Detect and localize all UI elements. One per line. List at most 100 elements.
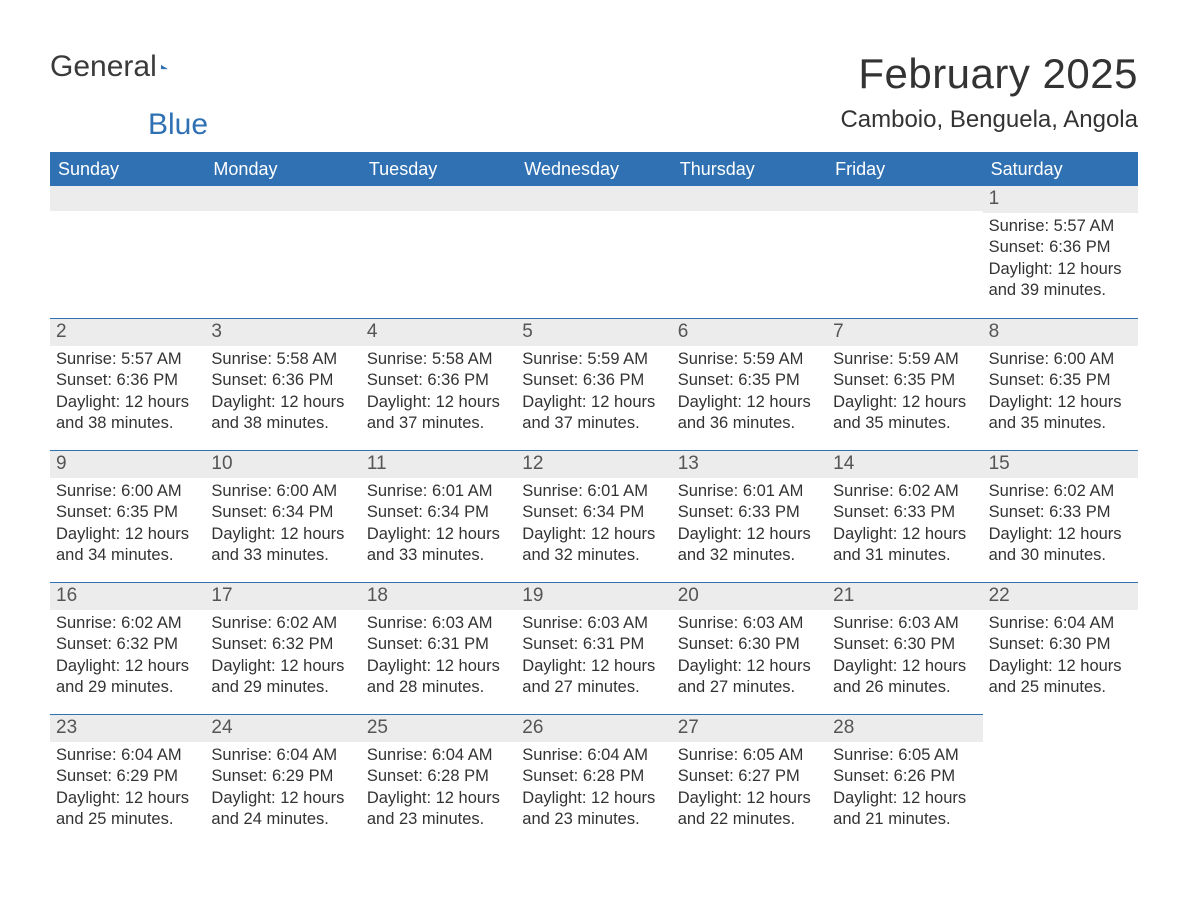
sunset-text: Sunset: 6:33 PM xyxy=(827,502,982,523)
empty-daynum-bar xyxy=(672,186,827,211)
sunrise-text: Sunrise: 5:58 AM xyxy=(205,349,360,370)
sunrise-text: Sunrise: 6:04 AM xyxy=(516,745,671,766)
daylight1-text: Daylight: 12 hours xyxy=(205,392,360,413)
day-number: 8 xyxy=(983,318,1138,346)
daylight2-text: and 29 minutes. xyxy=(205,677,360,698)
empty-daynum-bar xyxy=(827,186,982,211)
daylight1-text: Daylight: 12 hours xyxy=(672,788,827,809)
daylight2-text: and 39 minutes. xyxy=(983,280,1138,301)
sun-info-block: Sunrise: 6:03 AMSunset: 6:31 PMDaylight:… xyxy=(361,610,516,699)
sun-info-block: Sunrise: 6:05 AMSunset: 6:26 PMDaylight:… xyxy=(827,742,982,831)
sun-info-block: Sunrise: 6:00 AMSunset: 6:34 PMDaylight:… xyxy=(205,478,360,567)
sunset-text: Sunset: 6:31 PM xyxy=(361,634,516,655)
day-header: Monday xyxy=(205,153,360,186)
sunrise-text: Sunrise: 6:05 AM xyxy=(827,745,982,766)
sun-info-block: Sunrise: 5:57 AMSunset: 6:36 PMDaylight:… xyxy=(50,346,205,435)
calendar-cell xyxy=(672,186,827,318)
sunset-text: Sunset: 6:36 PM xyxy=(50,370,205,391)
daylight1-text: Daylight: 12 hours xyxy=(516,524,671,545)
sunrise-text: Sunrise: 6:02 AM xyxy=(205,613,360,634)
page-header: General February 2025 Camboio, Benguela,… xyxy=(50,50,1138,134)
sunrise-text: Sunrise: 5:57 AM xyxy=(983,216,1138,237)
sun-info-block: Sunrise: 5:58 AMSunset: 6:36 PMDaylight:… xyxy=(205,346,360,435)
sunset-text: Sunset: 6:28 PM xyxy=(361,766,516,787)
sunrise-text: Sunrise: 6:04 AM xyxy=(205,745,360,766)
calendar-cell xyxy=(827,186,982,318)
calendar-cell xyxy=(361,186,516,318)
sunrise-text: Sunrise: 6:02 AM xyxy=(50,613,205,634)
sunset-text: Sunset: 6:34 PM xyxy=(361,502,516,523)
calendar-cell: 26Sunrise: 6:04 AMSunset: 6:28 PMDayligh… xyxy=(516,714,671,846)
daylight1-text: Daylight: 12 hours xyxy=(205,788,360,809)
calendar-cell xyxy=(50,186,205,318)
daylight1-text: Daylight: 12 hours xyxy=(827,524,982,545)
daylight1-text: Daylight: 12 hours xyxy=(827,656,982,677)
day-number: 28 xyxy=(827,714,982,742)
daylight2-text: and 29 minutes. xyxy=(50,677,205,698)
day-number: 20 xyxy=(672,582,827,610)
sunrise-text: Sunrise: 6:04 AM xyxy=(983,613,1138,634)
sunset-text: Sunset: 6:33 PM xyxy=(983,502,1138,523)
sunrise-text: Sunrise: 6:03 AM xyxy=(672,613,827,634)
day-number: 6 xyxy=(672,318,827,346)
sunset-text: Sunset: 6:30 PM xyxy=(827,634,982,655)
sunset-text: Sunset: 6:27 PM xyxy=(672,766,827,787)
sunset-text: Sunset: 6:34 PM xyxy=(205,502,360,523)
daylight2-text: and 37 minutes. xyxy=(361,413,516,434)
sunset-text: Sunset: 6:32 PM xyxy=(50,634,205,655)
day-number: 2 xyxy=(50,318,205,346)
sun-info-block: Sunrise: 6:01 AMSunset: 6:34 PMDaylight:… xyxy=(516,478,671,567)
daylight1-text: Daylight: 12 hours xyxy=(361,392,516,413)
daylight1-text: Daylight: 12 hours xyxy=(827,788,982,809)
day-number: 22 xyxy=(983,582,1138,610)
sunrise-text: Sunrise: 6:01 AM xyxy=(361,481,516,502)
day-header: Wednesday xyxy=(516,153,671,186)
day-number: 26 xyxy=(516,714,671,742)
sun-info-block: Sunrise: 6:03 AMSunset: 6:30 PMDaylight:… xyxy=(672,610,827,699)
sunrise-text: Sunrise: 6:04 AM xyxy=(361,745,516,766)
calendar-cell: 13Sunrise: 6:01 AMSunset: 6:33 PMDayligh… xyxy=(672,450,827,582)
daylight1-text: Daylight: 12 hours xyxy=(205,524,360,545)
daylight1-text: Daylight: 12 hours xyxy=(983,656,1138,677)
sun-info-block: Sunrise: 6:00 AMSunset: 6:35 PMDaylight:… xyxy=(983,346,1138,435)
daylight2-text: and 21 minutes. xyxy=(827,809,982,830)
sunrise-text: Sunrise: 6:05 AM xyxy=(672,745,827,766)
empty-daynum-bar xyxy=(50,186,205,211)
daylight2-text: and 27 minutes. xyxy=(672,677,827,698)
logo-triangle-icon xyxy=(161,56,168,78)
daylight2-text: and 32 minutes. xyxy=(672,545,827,566)
daylight2-text: and 33 minutes. xyxy=(205,545,360,566)
daylight2-text: and 34 minutes. xyxy=(50,545,205,566)
sun-info-block: Sunrise: 6:02 AMSunset: 6:33 PMDaylight:… xyxy=(827,478,982,567)
sunrise-text: Sunrise: 6:00 AM xyxy=(983,349,1138,370)
sunset-text: Sunset: 6:30 PM xyxy=(672,634,827,655)
day-number: 19 xyxy=(516,582,671,610)
calendar-cell: 16Sunrise: 6:02 AMSunset: 6:32 PMDayligh… xyxy=(50,582,205,714)
daylight2-text: and 35 minutes. xyxy=(983,413,1138,434)
daylight1-text: Daylight: 12 hours xyxy=(50,524,205,545)
calendar-cell: 15Sunrise: 6:02 AMSunset: 6:33 PMDayligh… xyxy=(983,450,1138,582)
sunset-text: Sunset: 6:28 PM xyxy=(516,766,671,787)
sun-info-block: Sunrise: 5:58 AMSunset: 6:36 PMDaylight:… xyxy=(361,346,516,435)
month-title: February 2025 xyxy=(840,50,1138,98)
empty-daynum-bar xyxy=(205,186,360,211)
calendar-cell: 23Sunrise: 6:04 AMSunset: 6:29 PMDayligh… xyxy=(50,714,205,846)
calendar-cell: 20Sunrise: 6:03 AMSunset: 6:30 PMDayligh… xyxy=(672,582,827,714)
sunrise-text: Sunrise: 5:59 AM xyxy=(516,349,671,370)
daylight2-text: and 31 minutes. xyxy=(827,545,982,566)
daylight2-text: and 32 minutes. xyxy=(516,545,671,566)
sun-info-block: Sunrise: 5:59 AMSunset: 6:35 PMDaylight:… xyxy=(672,346,827,435)
day-number: 17 xyxy=(205,582,360,610)
daylight1-text: Daylight: 12 hours xyxy=(361,524,516,545)
day-number: 27 xyxy=(672,714,827,742)
calendar-cell: 18Sunrise: 6:03 AMSunset: 6:31 PMDayligh… xyxy=(361,582,516,714)
calendar-cell: 28Sunrise: 6:05 AMSunset: 6:26 PMDayligh… xyxy=(827,714,982,846)
day-header: Friday xyxy=(827,153,982,186)
calendar-cell: 3Sunrise: 5:58 AMSunset: 6:36 PMDaylight… xyxy=(205,318,360,450)
day-number: 9 xyxy=(50,450,205,478)
sun-info-block: Sunrise: 6:00 AMSunset: 6:35 PMDaylight:… xyxy=(50,478,205,567)
daylight2-text: and 23 minutes. xyxy=(516,809,671,830)
day-number: 25 xyxy=(361,714,516,742)
calendar-cell: 8Sunrise: 6:00 AMSunset: 6:35 PMDaylight… xyxy=(983,318,1138,450)
calendar-cell: 10Sunrise: 6:00 AMSunset: 6:34 PMDayligh… xyxy=(205,450,360,582)
